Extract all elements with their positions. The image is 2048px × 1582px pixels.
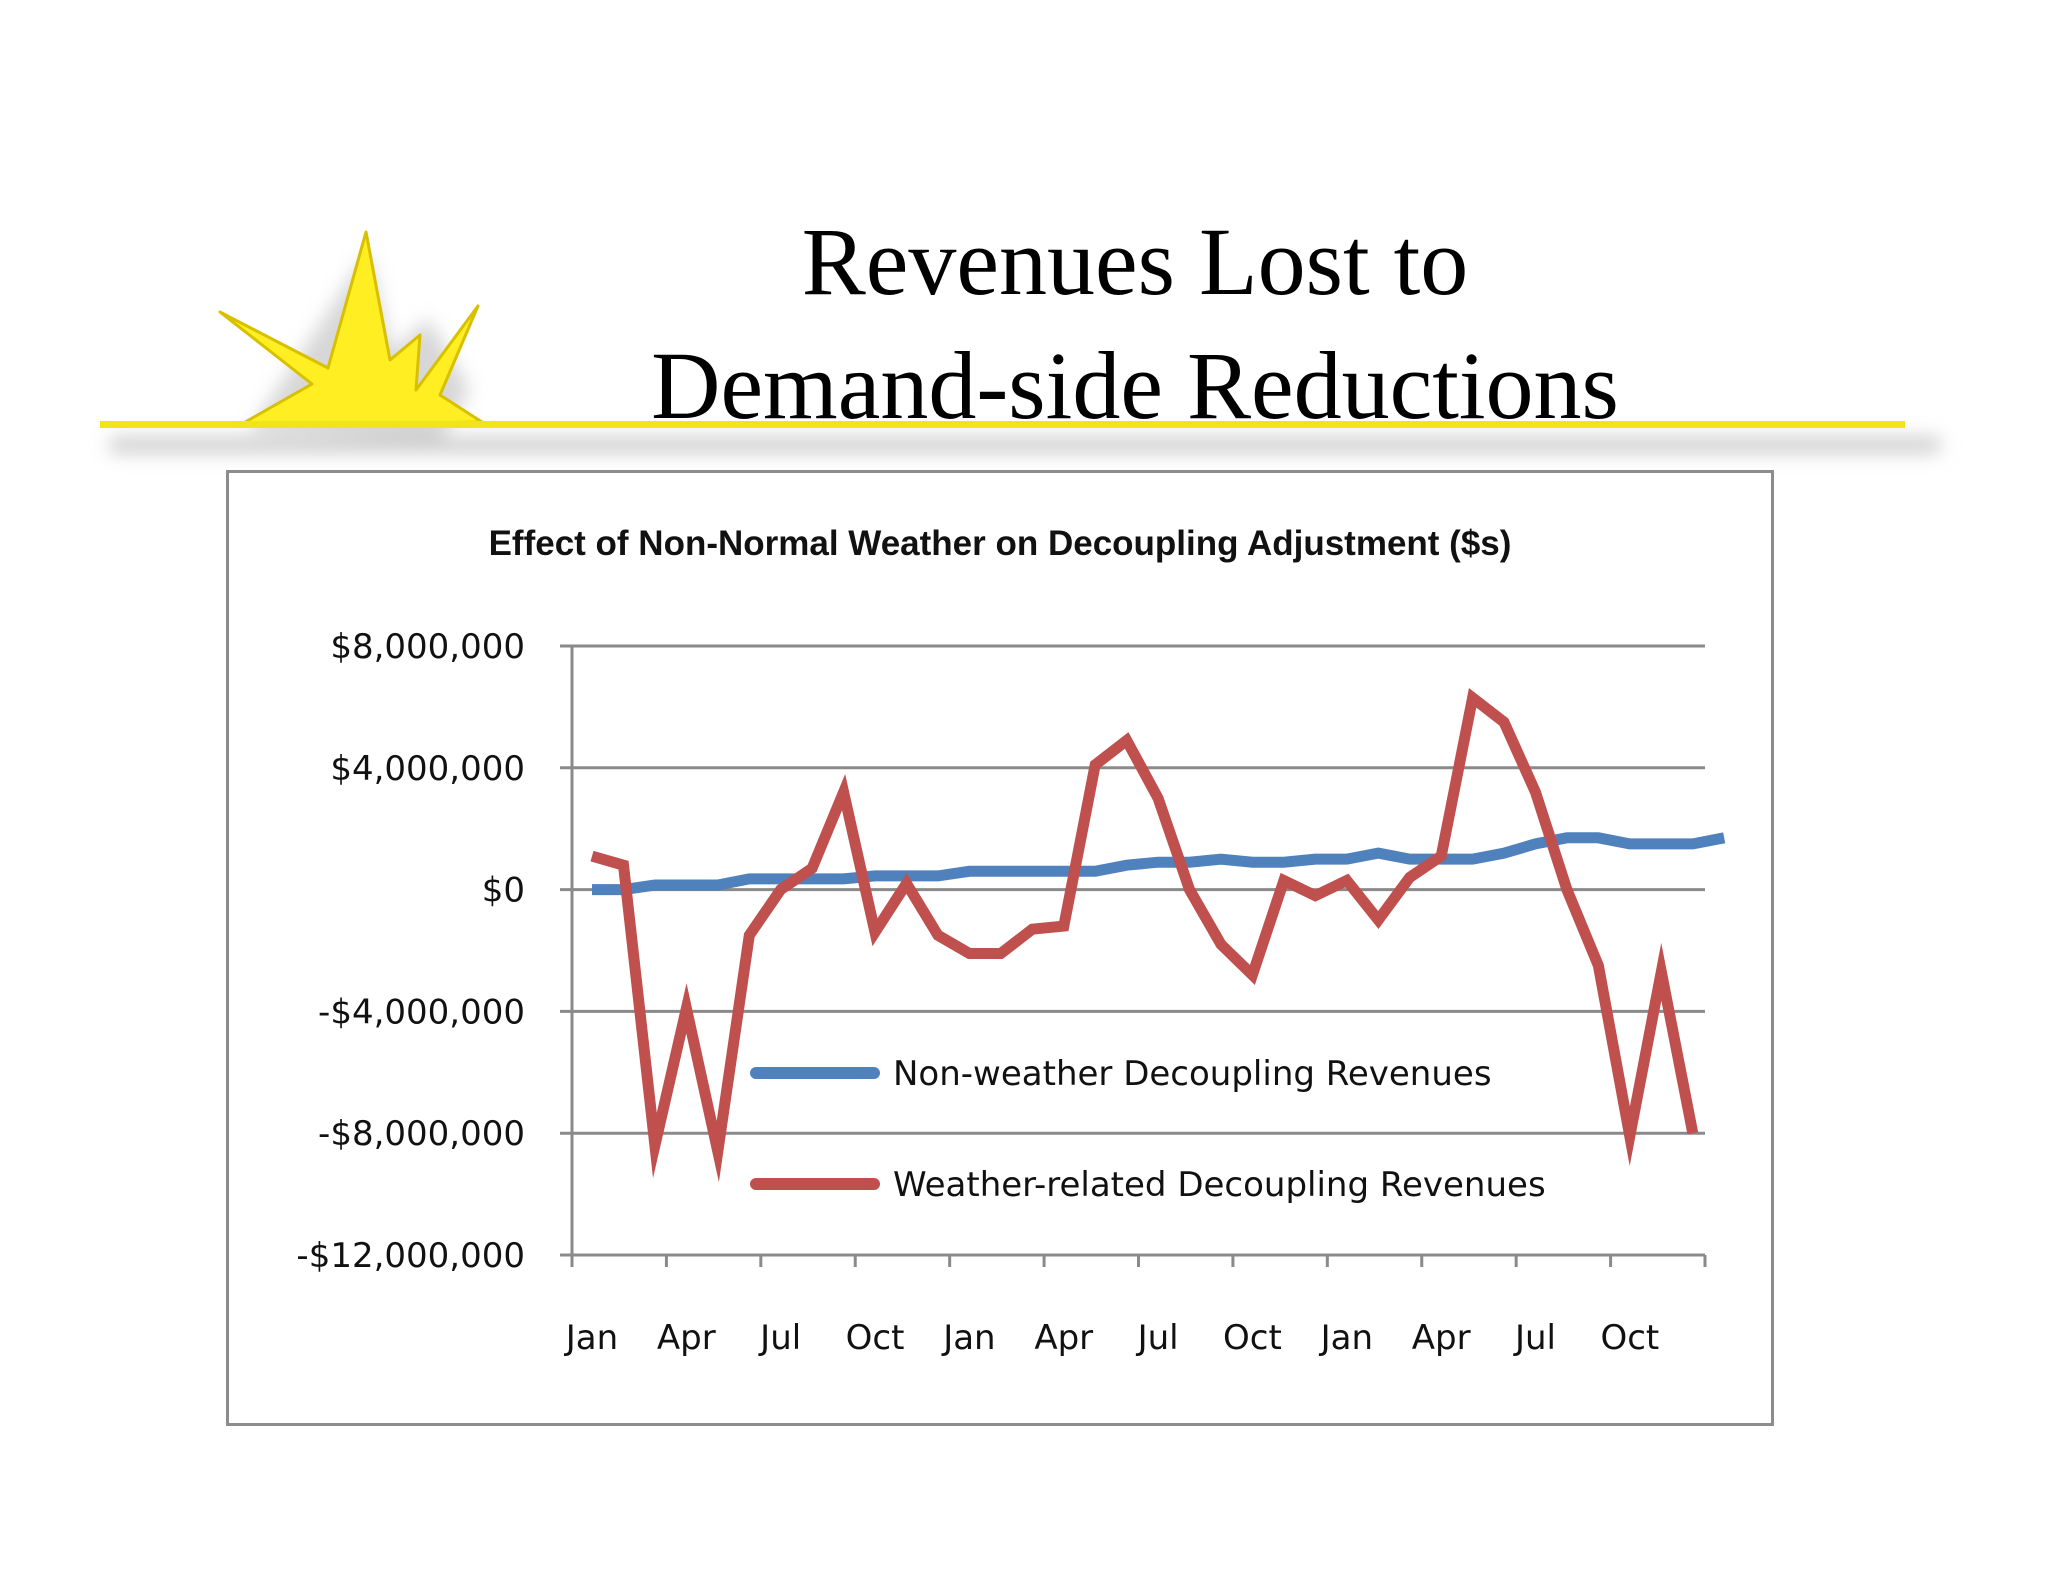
accent-line xyxy=(100,421,1905,428)
x-tick-label: Jul xyxy=(1136,1318,1179,1358)
x-tick-label: Jan xyxy=(1319,1318,1373,1358)
series-line-non-weather xyxy=(592,832,1726,896)
x-tick-label: Oct xyxy=(1600,1318,1659,1358)
slide-title: Revenues Lost to Demand-side Reductions xyxy=(540,200,1730,448)
y-tick-label: -$12,000,000 xyxy=(296,1236,525,1276)
series-line-weather-related xyxy=(590,688,1699,1183)
legend-swatch xyxy=(750,1178,880,1190)
slide-title-line2: Demand-side Reductions xyxy=(651,332,1619,439)
y-tick-label: -$8,000,000 xyxy=(318,1114,525,1154)
x-tick-label: Oct xyxy=(1223,1318,1282,1358)
x-tick-label: Jul xyxy=(1513,1318,1556,1358)
y-tick-label: $4,000,000 xyxy=(330,749,525,789)
slide-title-line1: Revenues Lost to xyxy=(801,208,1469,315)
x-tick-label: Jul xyxy=(758,1318,801,1358)
x-tick-label: Jan xyxy=(564,1318,618,1358)
x-tick-label: Jan xyxy=(941,1318,995,1358)
chart-title: Effect of Non-Normal Weather on Decoupli… xyxy=(488,524,1512,563)
y-tick-label: -$4,000,000 xyxy=(318,992,525,1032)
y-tick-label: $0 xyxy=(482,871,525,911)
x-tick-label: Apr xyxy=(1034,1318,1093,1358)
legend-swatch xyxy=(750,1067,880,1079)
x-tick-label: Apr xyxy=(1412,1318,1471,1358)
x-tick-label: Apr xyxy=(657,1318,716,1358)
legend-label: Non-weather Decoupling Revenues xyxy=(893,1054,1492,1094)
starburst-logo xyxy=(100,230,1940,453)
y-tick-label: $8,000,000 xyxy=(330,627,525,667)
x-tick-label: Oct xyxy=(846,1318,905,1358)
legend-label: Weather-related Decoupling Revenues xyxy=(893,1165,1546,1205)
